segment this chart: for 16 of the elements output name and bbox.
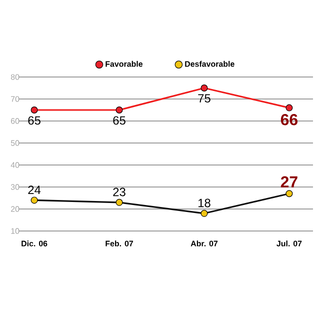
point	[116, 198, 123, 206]
point	[200, 84, 208, 92]
point	[116, 106, 123, 114]
data-label: 27	[280, 176, 298, 188]
point	[30, 196, 38, 204]
point	[286, 104, 293, 112]
data-label: 23	[113, 188, 126, 196]
point	[30, 106, 38, 114]
data-label: 75	[198, 94, 210, 103]
data-label: 18	[198, 198, 210, 208]
point	[200, 210, 208, 217]
data-label: 24	[28, 186, 41, 194]
data-label: 65	[28, 116, 40, 125]
point	[286, 190, 293, 198]
data-label: 65	[113, 116, 126, 125]
data-label: 66	[280, 114, 298, 126]
